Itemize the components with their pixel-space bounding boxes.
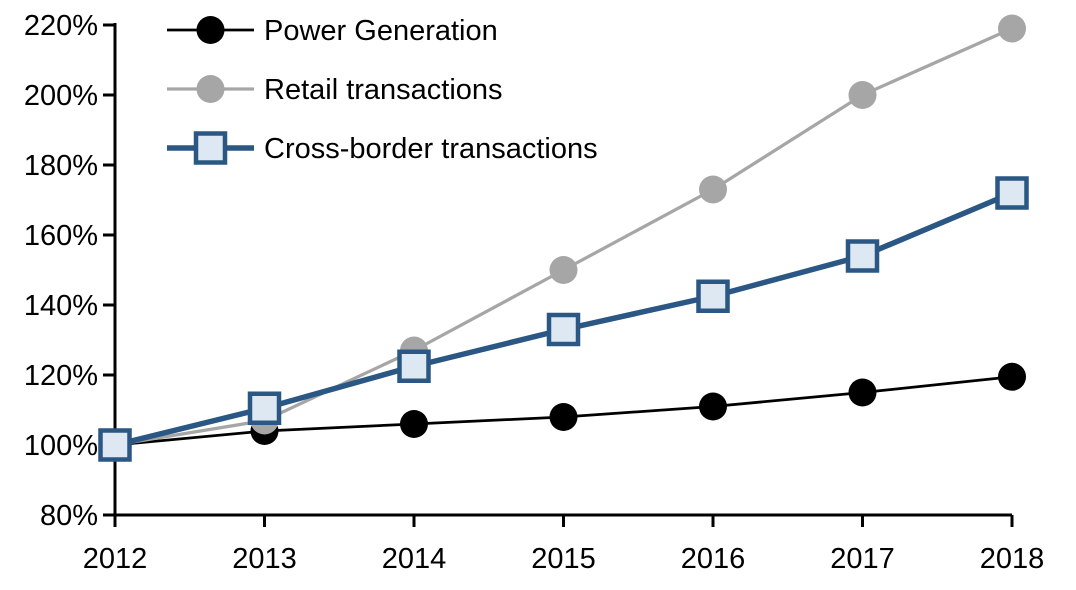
y-axis-tick-label: 100% [24,430,98,462]
series-line-retail-transactions [114,27,1013,447]
data-point-cross-border-transactions [845,239,880,273]
y-axis-tick-label: 220% [24,10,98,42]
legend-marker-retail-transactions [196,75,225,103]
y-axis-tick-label: 80% [40,500,98,532]
y-axis-tick-label: 120% [24,360,98,392]
legend-label-power-generation: Power Generation [264,15,498,47]
data-point-cross-border-transactions [696,279,730,313]
data-point-retail-transactions [699,175,727,204]
legend-label-cross-border-transactions: Cross-border transactions [264,133,598,165]
data-point-power-generation [400,410,428,438]
y-axis-tick-label: 200% [24,80,98,112]
legend-marker-power-generation [196,16,225,44]
x-axis-tick-label: 2017 [830,543,895,575]
y-axis-tick-label: 180% [24,150,98,182]
data-point-cross-border-transactions [995,176,1029,210]
data-point-cross-border-transactions [546,312,581,347]
data-point-power-generation [998,362,1026,391]
x-axis-tick-label: 2013 [232,543,297,575]
data-point-power-generation [549,403,578,431]
data-point-power-generation [848,378,877,407]
x-axis-tick-label: 2014 [382,543,447,575]
x-axis-tick-label: 2016 [681,543,746,575]
y-axis-tick-label: 140% [24,290,98,322]
data-point-power-generation [699,392,727,421]
data-point-retail-transactions [848,81,877,109]
x-axis-tick-label: 2018 [980,543,1045,575]
data-point-retail-transactions [998,14,1026,43]
data-point-cross-border-transactions [247,391,282,425]
data-point-cross-border-transactions [397,349,431,383]
y-axis-tick-label: 160% [24,220,98,252]
x-axis-tick-label: 2015 [531,543,596,575]
legend-label-retail-transactions: Retail transactions [264,74,503,106]
data-point-retail-transactions [549,256,578,284]
x-axis-tick-label: 2012 [83,543,148,575]
data-point-cross-border-transactions [98,428,132,462]
legend-marker-cross-border-transactions [193,131,228,165]
